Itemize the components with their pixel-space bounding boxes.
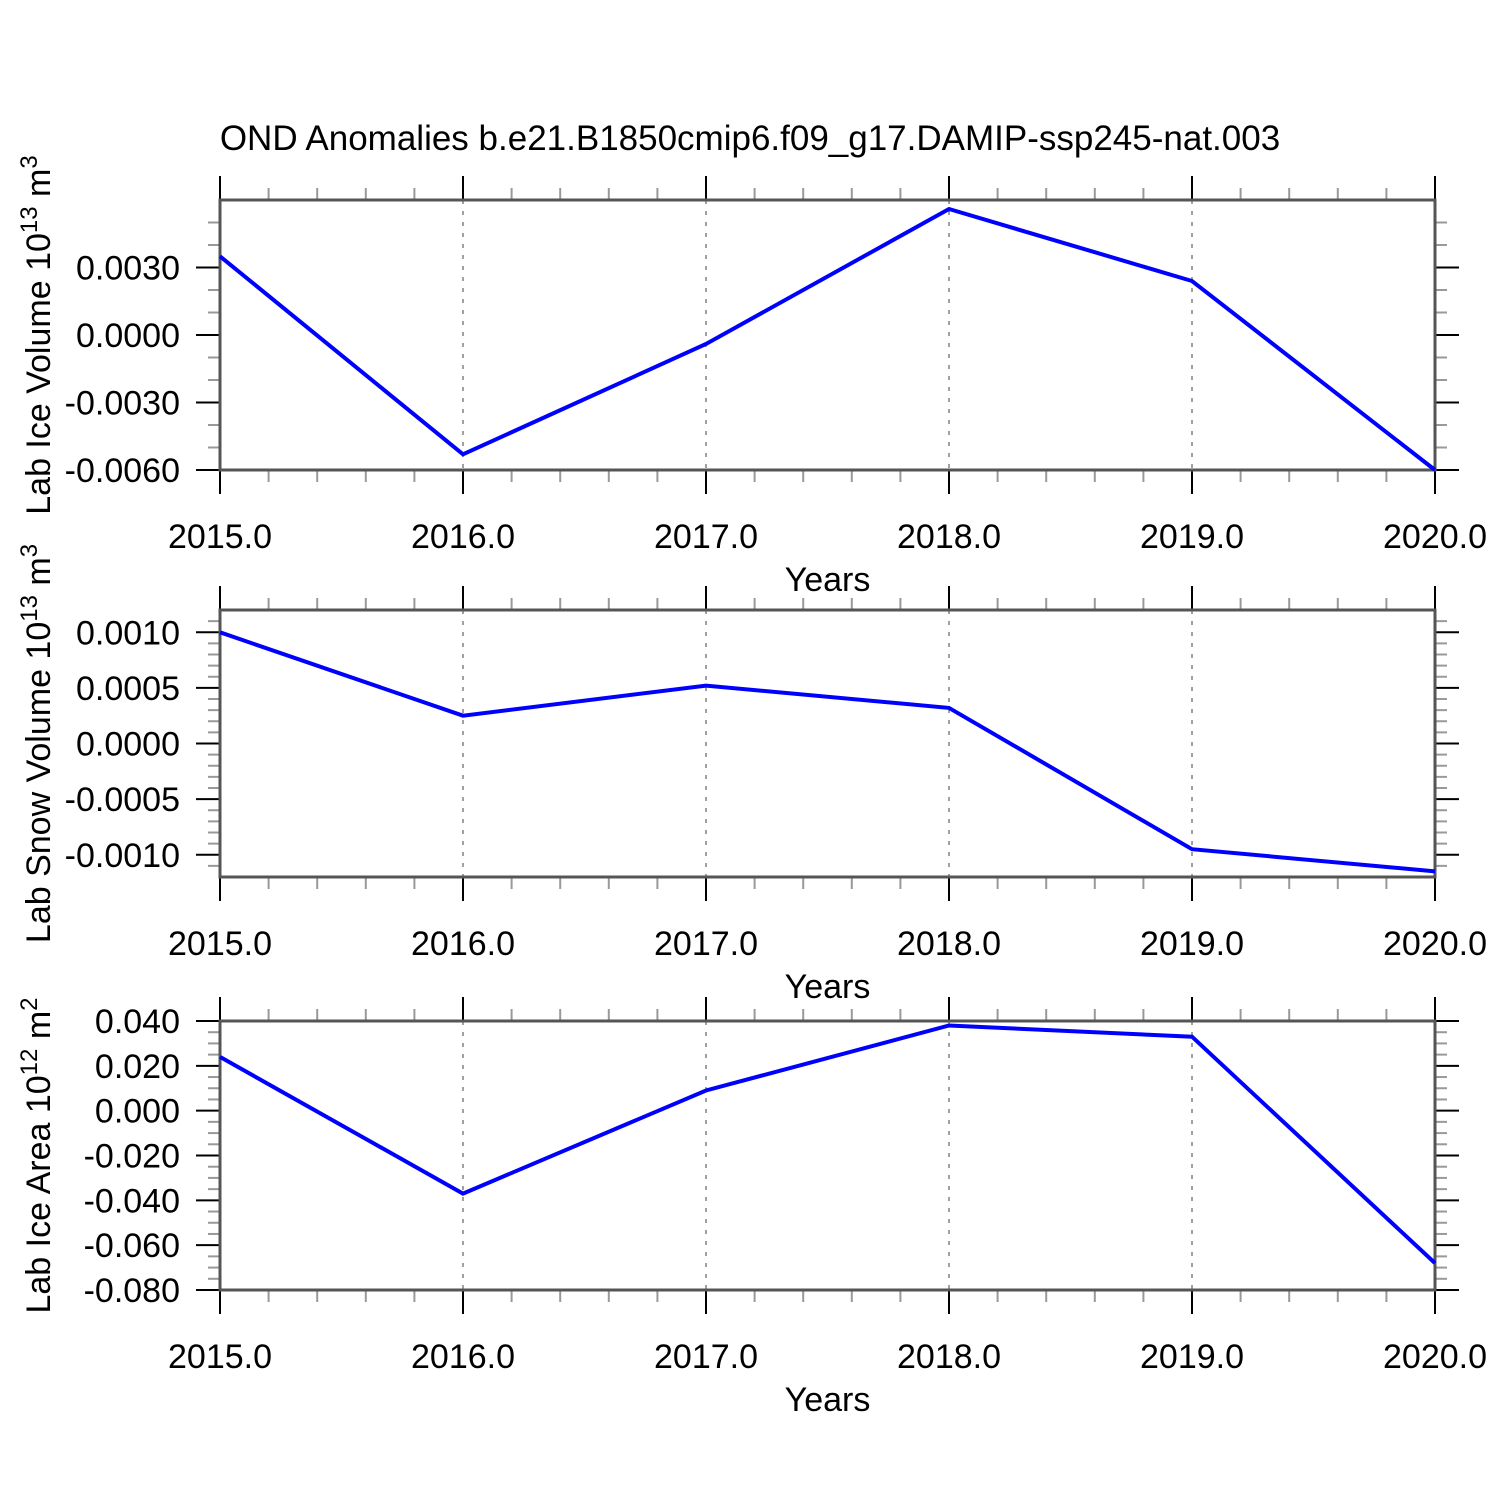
x-tick-label: 2016.0 <box>411 1338 515 1376</box>
x-tick-label: 2018.0 <box>897 925 1001 963</box>
figure-title: OND Anomalies b.e21.B1850cmip6.f09_g17.D… <box>220 119 1280 158</box>
y-tick-label: 0.040 <box>95 1003 180 1041</box>
y-tick-label: -0.060 <box>84 1227 180 1265</box>
x-tick-label: 2015.0 <box>168 1338 272 1376</box>
y-tick-label: 0.0030 <box>76 250 180 288</box>
plot-frame <box>218 198 1437 472</box>
y-tick-label: 0.0000 <box>76 726 180 764</box>
panels-group: 2015.0 2016.0 2017.0 2018.0 2019.0 2020.0 0.00… <box>16 155 1487 1419</box>
x-tick-label: 2018.0 <box>897 518 1001 556</box>
x-tick-label: 2020.0 <box>1383 1338 1487 1376</box>
x-tick-label: 2017.0 <box>654 925 758 963</box>
data-line-lab-ice-area <box>219 1023 1437 1265</box>
panel-lab-ice-volume: 2015.0 2016.0 2017.0 2018.0 2019.0 2020.0 0.00… <box>16 155 1487 599</box>
panel-lab-ice-area: 2015.0 2016.0 2017.0 2018.0 2019.0 2020.0 0.04… <box>16 997 1487 1419</box>
panel-lab-snow-volume: 2015.0 2016.0 2017.0 2018.0 2019.0 2020.0 0.00… <box>16 544 1487 1006</box>
y-axis-title: Lab Snow Volume 1013​ m3​ <box>16 544 58 943</box>
data-line-lab-ice-volume <box>218 206 1437 472</box>
x-tick-label: 2016.0 <box>411 925 515 963</box>
y-tick-label: 0.020 <box>95 1048 180 1086</box>
y-tick-label: 0.0000 <box>76 317 180 355</box>
x-tick-label: 2015.0 <box>168 518 272 556</box>
y-axis-title: Lab Ice Volume 1013​ m3​ <box>16 155 58 515</box>
y-tick-label: 0.0010 <box>76 614 180 652</box>
x-tick-label: 2020.0 <box>1383 518 1487 556</box>
x-tick-label: 2017.0 <box>654 518 758 556</box>
y-tick-label: -0.0010 <box>65 837 180 875</box>
y-tick-label: 0.0005 <box>76 670 180 708</box>
y-tick-label: -0.0005 <box>65 781 180 819</box>
y-tick-label: -0.0030 <box>65 385 180 423</box>
x-axis-title: Years <box>785 561 871 599</box>
y-axis-title: Lab Ice Area 1012​ m2​ <box>16 997 58 1313</box>
x-tick-label: 2017.0 <box>654 1338 758 1376</box>
y-tick-label: -0.040 <box>84 1182 180 1220</box>
x-tick-label: 2019.0 <box>1140 1338 1244 1376</box>
data-line-lab-snow-volume <box>219 630 1436 874</box>
y-tick-label: -0.080 <box>84 1272 180 1310</box>
x-tick-label: 2019.0 <box>1140 518 1244 556</box>
x-tick-label: 2020.0 <box>1383 925 1487 963</box>
x-axis-title: Years <box>785 968 871 1006</box>
x-tick-label: 2019.0 <box>1140 925 1244 963</box>
x-tick-label: 2016.0 <box>411 518 515 556</box>
x-tick-label: 2018.0 <box>897 1338 1001 1376</box>
plot-frame <box>218 608 1437 879</box>
y-tick-label: 0.000 <box>95 1093 180 1131</box>
plot-frame <box>218 1019 1437 1292</box>
y-tick-label: -0.020 <box>84 1138 180 1176</box>
y-tick-label: -0.0060 <box>65 452 180 490</box>
x-tick-label: 2015.0 <box>168 925 272 963</box>
x-axis-title: Years <box>785 1381 871 1419</box>
